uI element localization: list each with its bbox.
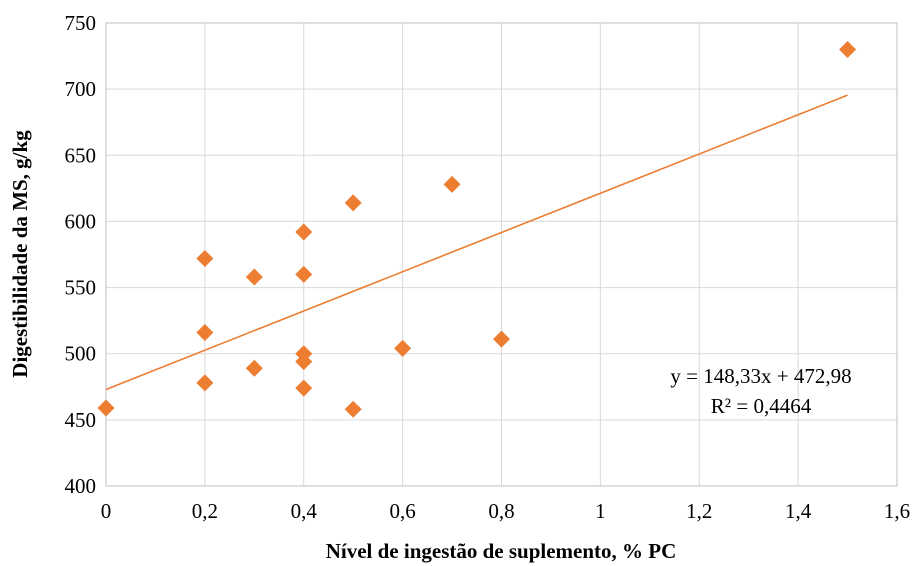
x-tick-label: 1 [595, 499, 606, 523]
data-point [295, 379, 313, 397]
data-point [245, 268, 263, 286]
x-tick-label: 0,8 [488, 499, 514, 523]
data-point [196, 374, 214, 392]
data-point [97, 399, 115, 417]
data-point [839, 40, 857, 58]
x-tick-label: 1,4 [785, 499, 812, 523]
trendline-equation: y = 148,33x + 472,98 [670, 364, 851, 388]
y-axis-title: Digestibilidade da MS, g/kg [8, 130, 32, 378]
y-tick-label: 550 [65, 276, 97, 300]
x-tick-label: 0,6 [390, 499, 416, 523]
x-tick-label: 1,6 [884, 499, 910, 523]
x-tick-label: 1,2 [686, 499, 712, 523]
y-tick-label: 400 [65, 474, 97, 498]
data-point [344, 194, 362, 212]
y-tick-label: 450 [65, 408, 97, 432]
y-tick-label: 700 [65, 77, 97, 101]
data-point [443, 175, 461, 193]
y-tick-label: 600 [65, 209, 97, 233]
data-point [196, 249, 214, 267]
y-tick-label: 500 [65, 342, 97, 366]
data-points [97, 40, 857, 418]
trend-line [105, 94, 848, 391]
data-point [394, 339, 412, 357]
data-point [196, 324, 214, 342]
r-squared-label: R² = 0,4464 [711, 394, 812, 418]
data-point [245, 359, 263, 377]
y-tick-label: 650 [65, 143, 97, 167]
data-point [344, 400, 362, 418]
x-tick-label: 0 [101, 499, 112, 523]
plot-area-frame [105, 22, 898, 487]
x-tick-label: 0,4 [291, 499, 318, 523]
tick-labels: 0 0,2 0,4 0,6 0,8 1 1,2 1,4 1,6 400 450 500 550 600 65… [65, 11, 911, 523]
data-point [295, 265, 313, 283]
x-axis-title: Nível de ingestão de suplemento, % PC [326, 539, 677, 563]
x-tick-label: 0,2 [192, 499, 218, 523]
y-tick-label: 750 [65, 11, 97, 35]
data-point [295, 223, 313, 241]
data-point [295, 353, 313, 371]
data-point [493, 330, 510, 348]
